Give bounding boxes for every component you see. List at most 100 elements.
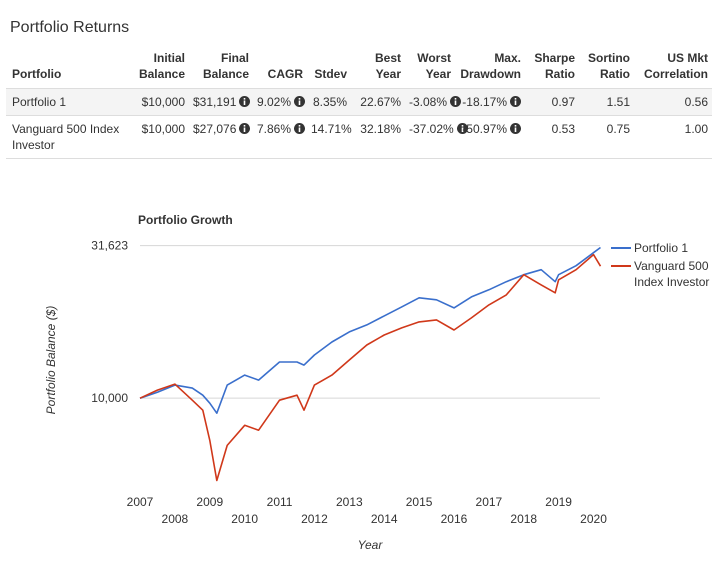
table-cell: 0.75: [579, 115, 634, 159]
info-icon: [294, 96, 306, 107]
table-cell: -18.17%: [455, 88, 525, 116]
x-tick-label: 2013: [336, 495, 363, 509]
y-tick-label: 31,623: [91, 239, 128, 253]
icon-bar: [514, 127, 517, 132]
column-header: Initial Balance: [132, 50, 189, 89]
column-header: Best Year: [351, 50, 405, 89]
column-header: Stdev: [307, 50, 351, 89]
table-cell: 1.00: [634, 115, 712, 159]
table-cell: 32.18%: [351, 115, 405, 159]
x-tick-label: 2007: [127, 495, 154, 509]
cell-text: -50.97%: [462, 122, 507, 136]
legend-label: Vanguard 500 Index Investor: [634, 259, 710, 289]
info-icon: [239, 123, 251, 134]
cell-text: 1.00: [684, 122, 708, 136]
column-header: US Mkt Correlation: [634, 50, 712, 89]
section-title: Portfolio Returns: [10, 19, 130, 36]
cell-text: 9.02%: [257, 95, 292, 109]
table-cell: Vanguard 500 Index Investor: [6, 115, 132, 159]
table-cell: 22.67%: [351, 88, 405, 116]
cell-text: -18.17%: [462, 95, 507, 109]
legend-text: Portfolio 1: [634, 241, 689, 255]
table-cell: 0.56: [634, 88, 712, 116]
cell-text: -37.02%: [409, 122, 454, 136]
table-cell: Portfolio 1: [6, 88, 132, 116]
table-row: Vanguard 500 Index Investor $10,000 $27,07…: [6, 115, 712, 159]
table-cell: 14.71%: [307, 115, 352, 159]
cell-text: 14.71%: [311, 122, 352, 136]
info-icon: [239, 96, 251, 107]
x-tick-label: 2009: [196, 495, 223, 509]
x-tick-label: 2020: [580, 512, 607, 526]
info-icon: [450, 96, 462, 107]
x-tick-label: 2010: [231, 512, 258, 526]
cell-text: 0.56: [684, 95, 708, 109]
icon-dot: [298, 125, 301, 127]
cell-text: 8.35%: [312, 95, 347, 109]
table-cell: 9.02%: [253, 88, 307, 116]
table-cell: -3.08%: [405, 88, 462, 116]
x-tick-label: 2018: [510, 512, 537, 526]
cell-text: Portfolio 1: [12, 95, 67, 109]
x-axis-title: Year: [358, 538, 384, 552]
table-cell: $31,191: [189, 88, 253, 116]
x-tick-label: 2017: [476, 495, 503, 509]
x-tick-label: 2016: [441, 512, 468, 526]
icon-dot: [244, 98, 246, 100]
legend-text: Vanguard 500 Index Investor: [634, 259, 710, 289]
icon-bar: [514, 100, 517, 105]
column-header: Final Balance: [189, 50, 253, 89]
info-icon: [510, 123, 521, 134]
cell-text: 22.67%: [360, 95, 401, 109]
table-cell: -37.02%: [405, 115, 468, 159]
column-header: Sortino Ratio: [579, 50, 634, 89]
table-cell: -50.97%: [455, 115, 525, 159]
cell-text: $10,000: [141, 95, 185, 109]
y-axis-title: Portfolio Balance ($): [44, 306, 58, 415]
x-tick-label: 2011: [267, 495, 293, 509]
chart-title: Portfolio Growth: [138, 213, 233, 227]
table-cell: $10,000: [132, 115, 189, 159]
y-tick-label: 10,000: [91, 391, 128, 405]
info-icon: [510, 96, 521, 107]
column-header: CAGR: [253, 50, 307, 89]
icon-dot: [514, 98, 517, 100]
cell-text: $27,076: [193, 122, 237, 136]
column-header: Max. Drawdown: [455, 50, 525, 89]
x-tick-label: 2015: [406, 495, 433, 509]
table-cell: 7.86%: [253, 115, 307, 159]
cell-text: $10,000: [141, 122, 185, 136]
table-cell: $10,000: [132, 88, 189, 116]
column-header: Worst Year: [405, 50, 455, 89]
table-cell: 1.51: [579, 88, 634, 116]
icon-bar: [244, 100, 246, 105]
cell-text: 1.51: [606, 95, 630, 109]
series-line: [139, 246, 601, 414]
icon-dot: [244, 125, 246, 127]
icon-dot: [514, 125, 517, 127]
info-icon: [294, 123, 306, 134]
column-header: Portfolio: [6, 50, 132, 89]
icon-dot: [454, 98, 457, 100]
cell-text: -3.08%: [409, 95, 448, 109]
table-row: Portfolio 1 $10,000 $31,191 9.02% 8.35% 22.67…: [6, 88, 712, 116]
cell-text: $31,191: [193, 95, 237, 109]
table-cell: $27,076: [189, 115, 253, 159]
table-cell: 0.97: [525, 88, 579, 116]
cell-text: 0.75: [606, 122, 630, 136]
legend-label: Portfolio 1: [634, 241, 689, 255]
table-cell: 0.53: [525, 115, 579, 159]
cell-text: Vanguard 500 Index Investor: [12, 122, 120, 152]
icon-bar: [454, 100, 457, 105]
chart: Portfolio Growth Portfolio Balance ($) Y…: [44, 213, 710, 552]
column-header: Sharpe Ratio: [525, 50, 579, 89]
table-cell: 8.35%: [307, 88, 351, 116]
x-tick-label: 2014: [371, 512, 398, 526]
icon-dot: [298, 98, 301, 100]
x-tick-label: 2008: [162, 512, 189, 526]
cell-text: 7.86%: [257, 122, 292, 136]
cell-text: 0.97: [551, 95, 575, 109]
icon-bar: [298, 100, 301, 105]
x-tick-label: 2019: [545, 495, 572, 509]
